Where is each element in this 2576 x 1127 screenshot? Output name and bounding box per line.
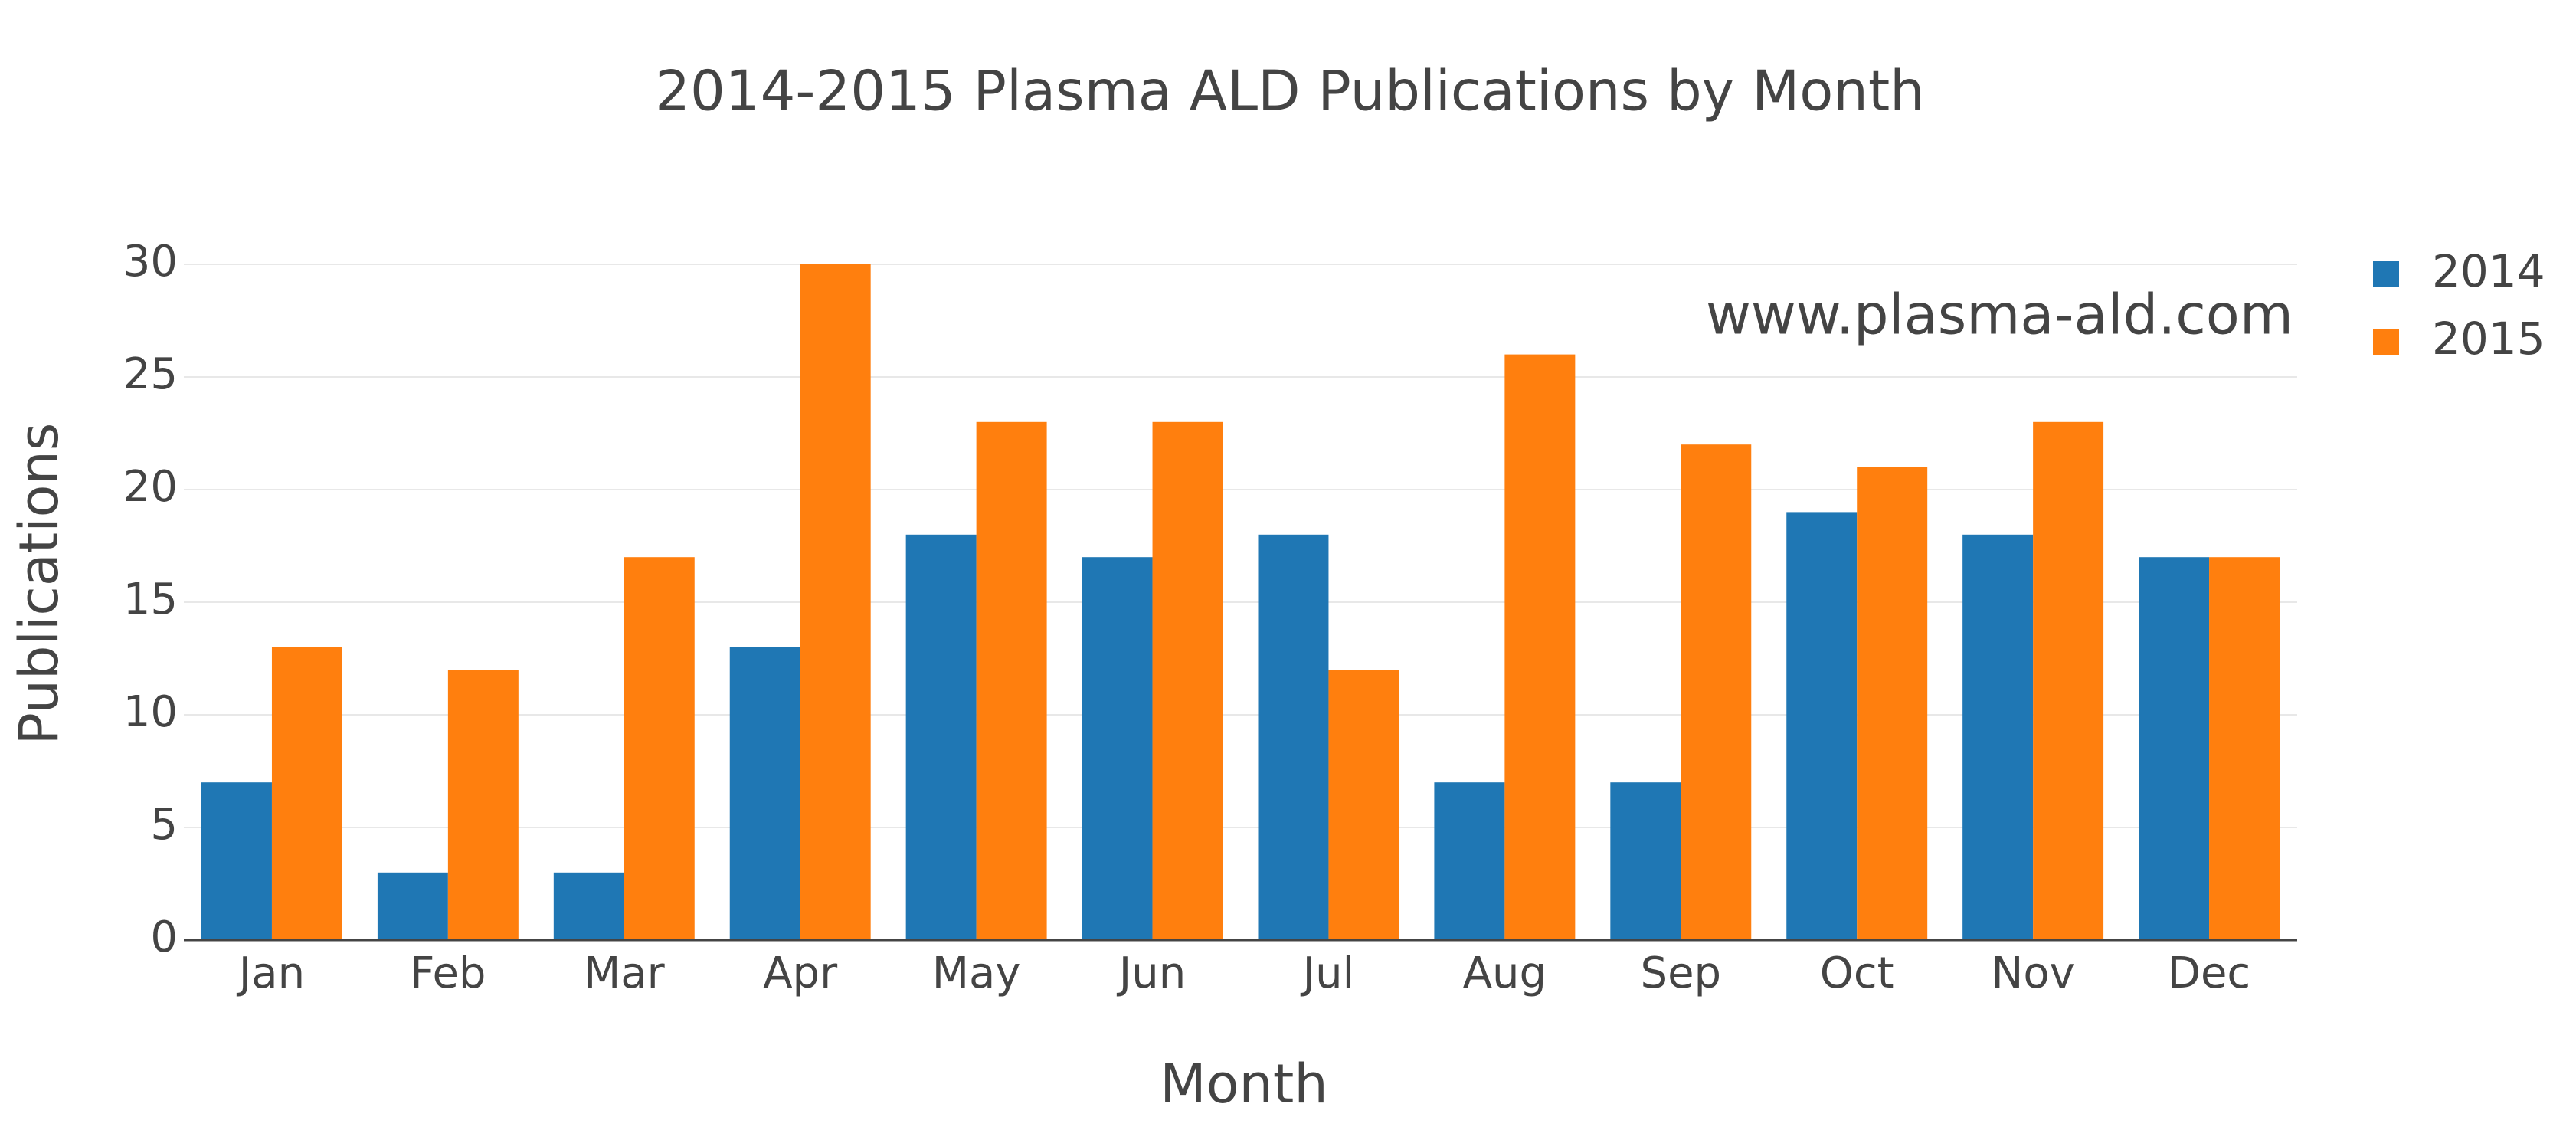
y-tick-label: 0 <box>150 912 178 962</box>
y-tick-label: 25 <box>123 349 178 399</box>
bar <box>1328 670 1399 940</box>
legend-swatch <box>2373 261 2399 287</box>
x-tick-label: Jun <box>1117 948 1187 998</box>
bar <box>271 647 342 940</box>
x-axis-title: Month <box>1160 1053 1327 1116</box>
chart-title: 2014-2015 Plasma ALD Publications by Mon… <box>655 59 1925 123</box>
y-axis-title: Publications <box>8 423 70 745</box>
y-tick-label: 30 <box>123 237 178 287</box>
bar <box>800 264 871 940</box>
bar <box>377 872 448 940</box>
x-tick-label: Oct <box>1820 948 1894 998</box>
bar <box>729 647 800 940</box>
bar <box>2209 557 2280 940</box>
x-tick-label: Nov <box>1991 948 2074 998</box>
bar <box>1258 534 1329 940</box>
y-tick-label: 10 <box>123 687 178 737</box>
legend-label: 2015 <box>2432 313 2545 365</box>
x-tick-label: Sep <box>1641 948 1722 998</box>
x-tick-label: Aug <box>1463 948 1547 998</box>
bar <box>1681 444 1752 940</box>
legend-label: 2014 <box>2432 245 2545 297</box>
x-tick-label: Mar <box>584 948 666 998</box>
x-tick-label: Jul <box>1301 948 1355 998</box>
bar <box>905 534 977 940</box>
annotation: www.plasma-ald.com <box>1706 283 2293 347</box>
bar <box>1504 354 1576 941</box>
bar <box>1857 467 1928 940</box>
bar <box>201 782 272 940</box>
bar <box>1434 782 1505 940</box>
x-tick-label: Apr <box>763 948 838 998</box>
bar <box>1152 421 1223 940</box>
bar <box>1610 782 1681 940</box>
bar <box>1082 557 1153 940</box>
x-tick-label: May <box>932 948 1021 998</box>
bar <box>976 421 1047 940</box>
x-tick-label: Dec <box>2168 948 2250 998</box>
bar <box>2139 557 2210 940</box>
legend-swatch <box>2373 329 2399 355</box>
bar <box>2033 421 2104 940</box>
bar <box>1786 512 1858 940</box>
bar <box>553 872 624 940</box>
y-tick-label: 15 <box>123 575 178 624</box>
x-tick-label: Feb <box>410 948 486 998</box>
y-tick-label: 5 <box>150 800 178 850</box>
bar <box>447 670 519 940</box>
y-tick-label: 20 <box>123 462 178 512</box>
bar <box>1962 534 2034 940</box>
x-tick-label: Jan <box>237 948 305 998</box>
bar <box>624 557 695 940</box>
